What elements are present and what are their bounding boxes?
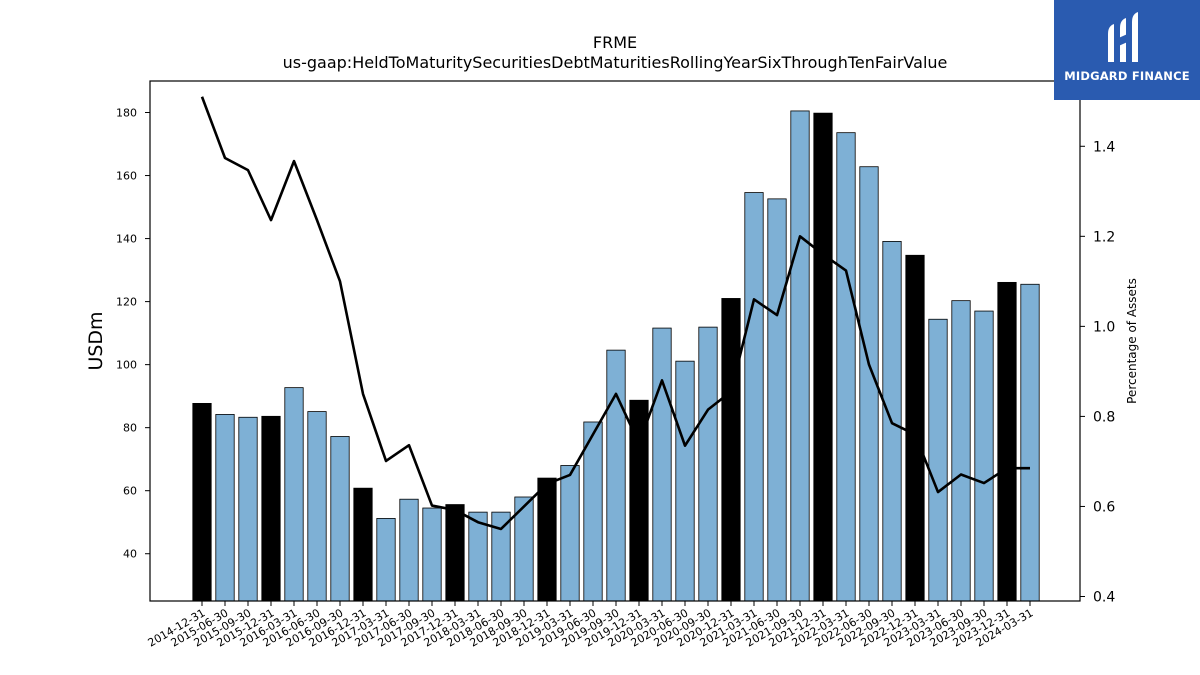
y-axis-left: 40 60 80 100 120 140 160 180 — [116, 107, 150, 561]
chart-title: FRME — [593, 33, 637, 52]
y-axis-label: USDm — [85, 311, 107, 370]
bar — [537, 477, 557, 602]
bar — [928, 318, 948, 602]
bar — [1020, 283, 1040, 602]
y2-tick-label: 1.0 — [1093, 319, 1115, 335]
y-tick-label: 140 — [116, 233, 137, 246]
bar — [307, 411, 327, 602]
bar — [353, 487, 373, 602]
bar — [974, 310, 994, 602]
y2-tick-label: 1.4 — [1093, 139, 1115, 155]
y-tick-label: 80 — [123, 422, 137, 435]
y-tick-label: 60 — [123, 485, 137, 498]
logo-text: MIDGARD FINANCE — [1064, 69, 1190, 83]
bar — [951, 300, 971, 602]
y2-tick-label: 0.4 — [1093, 589, 1115, 605]
bar — [284, 387, 304, 602]
bar — [583, 421, 603, 602]
line-path — [200, 96, 1030, 531]
bar — [445, 504, 465, 602]
brand-logo: MIDGARD FINANCE — [1054, 0, 1200, 100]
bar — [261, 415, 281, 602]
line-series — [200, 96, 1030, 531]
bar — [813, 112, 833, 602]
y-tick-label: 100 — [116, 359, 137, 372]
y2-tick-label: 1.2 — [1093, 229, 1115, 245]
bar — [606, 349, 626, 602]
bar — [491, 511, 511, 602]
y2-tick-label: 0.8 — [1093, 409, 1115, 425]
bar — [422, 507, 442, 602]
bar — [330, 436, 350, 602]
bar — [790, 110, 810, 602]
plot-frame — [149, 80, 1081, 602]
y-tick-label: 160 — [116, 170, 137, 183]
bar — [560, 465, 580, 602]
bar — [376, 518, 396, 602]
chart-subtitle: us-gaap:HeldToMaturitySecuritiesDebtMatu… — [283, 53, 948, 72]
y2-axis-label: Percentage of Assets — [1125, 278, 1139, 404]
y2-tick-label: 0.6 — [1093, 499, 1115, 515]
bar — [767, 198, 787, 602]
y-axis-right: 0.4 0.6 0.8 1.0 1.2 1.4 — [1080, 139, 1115, 605]
bar — [675, 360, 695, 602]
bar — [399, 498, 419, 602]
bar — [997, 281, 1017, 602]
x-axis: 2014-12-312015-06-302015-09-302015-12-31… — [146, 601, 1036, 650]
logo-mark-icon — [1108, 12, 1138, 62]
bar — [744, 192, 764, 602]
bar-series — [192, 110, 1040, 602]
bar — [836, 132, 856, 602]
y-tick-label: 120 — [116, 296, 137, 309]
bar — [905, 254, 925, 602]
y-tick-label: 180 — [116, 107, 137, 120]
bar — [238, 416, 258, 602]
bar — [192, 402, 212, 602]
bar — [721, 298, 741, 602]
bar — [215, 414, 235, 602]
y-tick-label: 40 — [123, 548, 137, 561]
bar — [468, 511, 488, 602]
bar — [698, 326, 718, 602]
bar — [652, 327, 672, 602]
